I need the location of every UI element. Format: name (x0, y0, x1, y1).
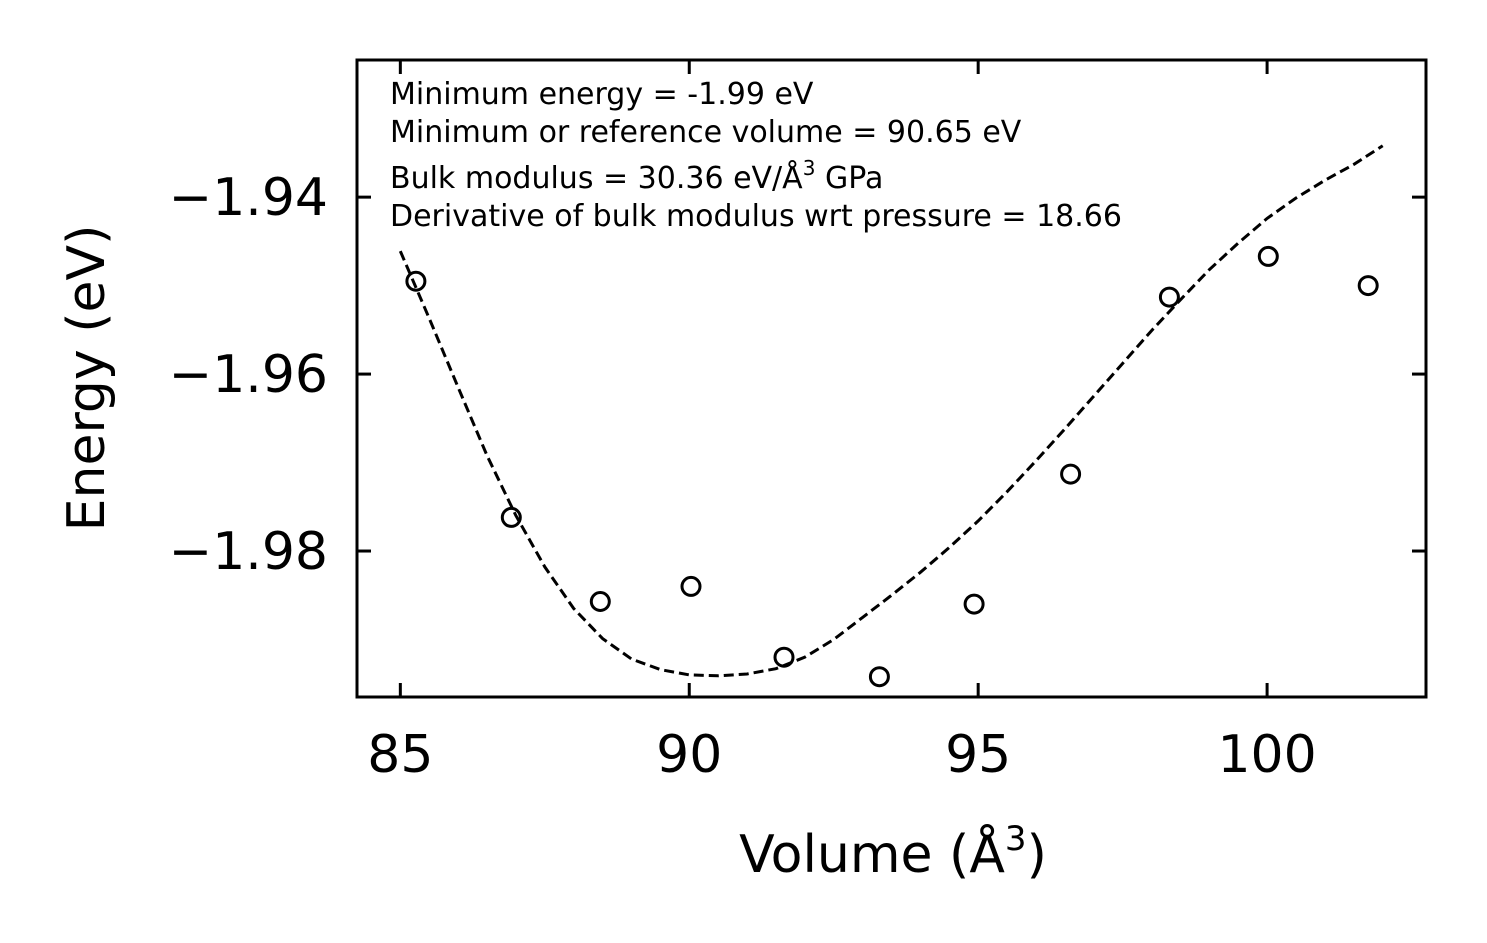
fit-curve-layer (398, 144, 1384, 678)
x-axis-title: Volume (Å3) (739, 819, 1047, 885)
x-tick-label: 95 (945, 725, 1011, 785)
annotation-bulk-modulus-sup: 3 (803, 156, 816, 180)
data-point (500, 506, 522, 528)
annotation-bulk-modulus-unit: GPa (815, 161, 883, 196)
data-point (963, 593, 985, 615)
annotation-bulk-modulus-derivative: Derivative of bulk modulus wrt pressure … (390, 199, 1122, 234)
y-axis-title: Energy (eV) (57, 225, 117, 532)
data-point (1257, 245, 1279, 267)
data-point (773, 646, 795, 668)
data-point (405, 270, 427, 292)
annotation-box: Minimum energy = -1.99 eV Minimum or ref… (390, 77, 1122, 234)
y-tick-label: −1.94 (169, 168, 328, 228)
y-tick-label: −1.98 (169, 522, 328, 582)
plot-frame (355, 58, 1428, 699)
data-point (1158, 286, 1180, 308)
x-axis-title-sup: 3 (1005, 819, 1027, 859)
ticks-layer: 85 90 95 100 −1.94 −1.96 −1.98 (169, 60, 1426, 785)
data-point (868, 666, 890, 688)
x-axis-title-text: Volume (Å (739, 823, 1005, 885)
x-axis-title-close: ) (1027, 825, 1047, 885)
data-point (680, 575, 702, 597)
annotation-min-energy: Minimum energy = -1.99 eV (390, 77, 814, 112)
annotation-bulk-modulus: Bulk modulus = 30.36 eV/Å3 GPa (390, 156, 883, 196)
data-points-layer (405, 245, 1379, 688)
x-tick-label: 100 (1217, 725, 1316, 785)
data-point (1060, 463, 1082, 485)
x-tick-label: 90 (656, 725, 722, 785)
fit-curve (398, 144, 1384, 678)
data-point (1357, 275, 1379, 297)
annotation-min-volume: Minimum or reference volume = 90.65 eV (390, 115, 1022, 150)
annotation-bulk-modulus-text: Bulk modulus = 30.36 eV/Å (390, 160, 803, 196)
y-tick-label: −1.96 (169, 345, 328, 405)
data-point (589, 591, 611, 612)
x-tick-label: 85 (367, 725, 433, 785)
